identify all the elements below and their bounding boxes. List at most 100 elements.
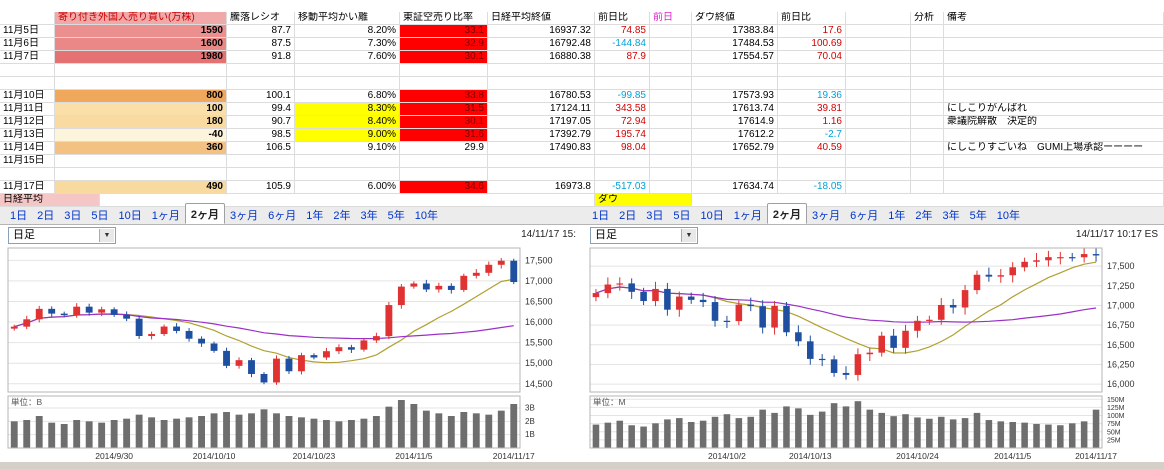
cell-remarks[interactable]: 備考 [944,12,1164,25]
cell-date[interactable]: 11月11日 [0,103,55,116]
cell-footer-2[interactable]: ダウ [595,194,692,207]
cell-analysis[interactable] [911,64,944,77]
cell-foreign-trade[interactable]: 360 [55,142,227,155]
cell-analysis[interactable] [911,129,944,142]
cell-dow-diff[interactable]: -2.7 [778,129,846,142]
cell-remarks[interactable]: にしこりがんばれ [944,103,1164,116]
cell-dow-close[interactable]: 17634.74 [692,181,778,194]
cell-updown-ratio[interactable]: 87.7 [227,25,295,38]
cell-foreign-trade[interactable]: 490 [55,181,227,194]
cell-updown-ratio[interactable]: 騰落レシオ [227,12,295,25]
cell-dow-diff[interactable]: 19.36 [778,90,846,103]
tab-8[interactable]: 6ヶ月 [850,210,879,222]
cell-updown-ratio[interactable] [227,155,295,168]
cell-foreign-trade[interactable]: 1980 [55,51,227,64]
cell-ma-deviation[interactable] [295,77,400,90]
cell-nikkei-close[interactable] [488,77,595,90]
cell-prev-label[interactable] [650,129,692,142]
tab-3[interactable]: 5日 [673,210,691,222]
cell-prev-label[interactable] [650,181,692,194]
tab-12[interactable]: 5年 [387,210,405,222]
cell-date[interactable] [0,12,55,25]
cell-spacer[interactable] [846,12,911,25]
cell-spacer[interactable] [846,77,911,90]
cell-date[interactable]: 11月12日 [0,116,55,129]
tab-3[interactable]: 5日 [91,210,109,222]
tab-2[interactable]: 3日 [646,210,664,222]
cell-remarks[interactable]: にしこりすごいね GUMI上場承認ーーーー [944,142,1164,155]
tab-12[interactable]: 5年 [969,210,987,222]
cell-analysis[interactable] [911,90,944,103]
cell-foreign-trade[interactable]: 100 [55,103,227,116]
tab-9[interactable]: 1年 [306,210,324,222]
cell-nikkei-close[interactable] [488,168,595,181]
cell-ma-deviation[interactable] [295,155,400,168]
cell-foreign-trade[interactable]: 1590 [55,25,227,38]
cell-remarks[interactable] [944,38,1164,51]
cell-foreign-trade[interactable]: 800 [55,90,227,103]
cell-analysis[interactable] [911,25,944,38]
cell-dow-diff[interactable]: 17.6 [778,25,846,38]
cell-spacer[interactable] [846,142,911,155]
cell-dow-diff[interactable]: 39.81 [778,103,846,116]
cell-short-sell-ratio[interactable] [400,155,488,168]
cell-updown-ratio[interactable]: 91.8 [227,51,295,64]
cell-nikkei-diff[interactable]: 195.74 [595,129,650,142]
cell-spacer[interactable] [846,168,911,181]
cell-dow-diff[interactable]: 前日比 [778,12,846,25]
tab-4[interactable]: 10日 [118,210,142,222]
cell-prev-label[interactable]: 前日 [650,12,692,25]
cell-nikkei-diff[interactable] [595,155,650,168]
cell-nikkei-close[interactable]: 16937.32 [488,25,595,38]
cell-ma-deviation[interactable]: 9.10% [295,142,400,155]
cell-ma-deviation[interactable]: 8.20% [295,25,400,38]
cell-short-sell-ratio[interactable]: 31.5 [400,103,488,116]
cell-dow-close[interactable] [692,77,778,90]
tab-0[interactable]: 1日 [10,210,28,222]
cell-nikkei-diff[interactable] [595,64,650,77]
cell-date[interactable]: 11月14日 [0,142,55,155]
cell-remarks[interactable] [944,181,1164,194]
cell-prev-label[interactable] [650,155,692,168]
cell-dow-diff[interactable]: 100.69 [778,38,846,51]
cell-foreign-trade[interactable]: 寄り付き外国人売り買い(万株) [55,12,227,25]
cell-nikkei-close[interactable]: 日経平均終値 [488,12,595,25]
cell-date[interactable] [0,168,55,181]
cell-short-sell-ratio[interactable] [400,64,488,77]
cell-dow-close[interactable]: ダウ終値 [692,12,778,25]
cell-ma-deviation[interactable] [295,64,400,77]
cell-ma-deviation[interactable]: 6.80% [295,90,400,103]
cell-analysis[interactable] [911,155,944,168]
cell-date[interactable]: 11月13日 [0,129,55,142]
cell-nikkei-diff[interactable]: -517.03 [595,181,650,194]
cell-foreign-trade[interactable]: 1600 [55,38,227,51]
cell-date[interactable] [0,77,55,90]
cell-spacer[interactable] [846,38,911,51]
cell-nikkei-diff[interactable] [595,77,650,90]
cell-updown-ratio[interactable] [227,168,295,181]
cell-updown-ratio[interactable]: 98.5 [227,129,295,142]
cell-prev-label[interactable] [650,90,692,103]
cell-remarks[interactable] [944,64,1164,77]
cell-nikkei-close[interactable]: 17392.79 [488,129,595,142]
tab-11[interactable]: 3年 [360,210,378,222]
tab-9[interactable]: 1年 [888,210,906,222]
cell-dow-close[interactable]: 17652.79 [692,142,778,155]
cell-ma-deviation[interactable]: 8.30% [295,103,400,116]
cell-dow-close[interactable]: 17383.84 [692,25,778,38]
cell-short-sell-ratio[interactable]: 33.1 [400,25,488,38]
tab-5[interactable]: 1ヶ月 [151,210,180,222]
cell-dow-diff[interactable] [778,168,846,181]
cell-prev-label[interactable] [650,116,692,129]
cell-dow-close[interactable]: 17613.74 [692,103,778,116]
cell-nikkei-diff[interactable]: 87.9 [595,51,650,64]
tab-6-selected[interactable]: 2ヶ月 [766,203,807,224]
cell-updown-ratio[interactable]: 106.5 [227,142,295,155]
cell-dow-diff[interactable]: -18.05 [778,181,846,194]
dow-interval-select[interactable]: 日足 ▼ [590,227,698,244]
cell-short-sell-ratio[interactable]: 29.9 [400,142,488,155]
cell-spacer[interactable] [846,181,911,194]
cell-updown-ratio[interactable]: 100.1 [227,90,295,103]
tab-6-selected[interactable]: 2ヶ月 [184,203,225,224]
tab-7[interactable]: 3ヶ月 [812,210,841,222]
